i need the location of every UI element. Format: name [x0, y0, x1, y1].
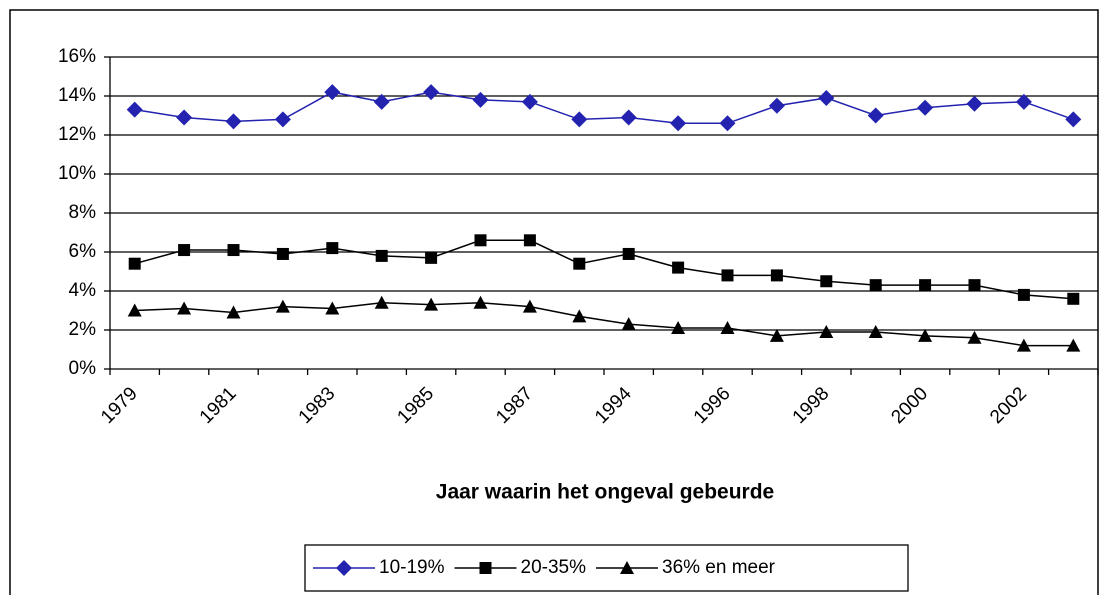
- legend-label: 36% en meer: [662, 557, 776, 578]
- legend-label: 10-19%: [379, 557, 445, 578]
- data-point: [473, 295, 488, 309]
- legend-marker: [336, 560, 352, 576]
- data-point: [869, 279, 882, 292]
- data-point: [324, 84, 341, 101]
- data-point: [968, 279, 981, 292]
- data-point: [225, 113, 242, 130]
- data-point: [818, 89, 835, 106]
- y-tick-label: 16%: [58, 46, 96, 67]
- data-point: [1067, 292, 1080, 305]
- y-tick-label: 6%: [69, 241, 97, 262]
- data-point: [1017, 288, 1030, 301]
- data-point: [720, 321, 735, 335]
- data-point: [573, 257, 586, 270]
- data-point: [128, 257, 141, 270]
- data-point: [374, 295, 389, 309]
- data-point: [375, 249, 388, 262]
- x-axis-title: Jaar waarin het ongeval gebeurde: [436, 481, 774, 504]
- data-point: [176, 109, 193, 126]
- data-point: [768, 97, 785, 114]
- data-point: [275, 299, 290, 313]
- data-point: [621, 317, 636, 331]
- data-point: [227, 244, 240, 257]
- data-point: [523, 234, 536, 247]
- data-point: [276, 247, 289, 260]
- data-point: [1066, 338, 1081, 352]
- data-point: [226, 305, 241, 319]
- y-tick-label: 10%: [58, 163, 96, 184]
- series-line: [134, 239, 1074, 300]
- data-point: [126, 101, 143, 118]
- data-point: [671, 321, 686, 335]
- data-point: [769, 328, 784, 342]
- data-point: [522, 299, 537, 313]
- data-point: [919, 279, 932, 292]
- data-point: [966, 95, 983, 112]
- chart-border: [9, 9, 1099, 595]
- legend-label: 20-35%: [521, 557, 587, 578]
- data-point: [373, 93, 390, 110]
- data-point: [867, 107, 884, 124]
- data-point: [770, 269, 783, 282]
- data-point: [1065, 111, 1082, 128]
- data-point: [1015, 93, 1032, 110]
- data-point: [423, 84, 440, 101]
- y-tick-label: 0%: [69, 358, 97, 379]
- data-point: [572, 309, 587, 323]
- data-point: [917, 99, 934, 116]
- data-point: [274, 111, 291, 128]
- data-point: [820, 275, 833, 288]
- data-point: [819, 324, 834, 338]
- data-point: [967, 330, 982, 344]
- y-tick-label: 14%: [58, 85, 96, 106]
- data-point: [325, 301, 340, 315]
- data-point: [177, 301, 192, 315]
- data-point: [868, 324, 883, 338]
- y-tick-label: 4%: [69, 280, 97, 301]
- series-line: [134, 91, 1074, 125]
- data-point: [918, 328, 933, 342]
- y-tick-label: 2%: [69, 319, 97, 340]
- data-point: [620, 109, 637, 126]
- data-point: [521, 93, 538, 110]
- data-point: [474, 234, 487, 247]
- data-point: [721, 269, 734, 282]
- data-point: [670, 115, 687, 132]
- data-point: [571, 111, 588, 128]
- data-point: [622, 247, 635, 260]
- data-point: [424, 297, 439, 311]
- data-point: [425, 251, 438, 264]
- data-point: [672, 261, 685, 274]
- data-point: [719, 115, 736, 132]
- series-line: [134, 301, 1074, 347]
- data-point: [1016, 338, 1031, 352]
- data-point: [472, 91, 489, 108]
- y-tick-label: 8%: [69, 202, 97, 223]
- legend-marker: [620, 561, 634, 574]
- data-point: [127, 303, 142, 317]
- data-point: [178, 244, 191, 257]
- legend-marker: [479, 562, 492, 574]
- data-point: [326, 242, 339, 255]
- y-tick-label: 12%: [58, 124, 96, 145]
